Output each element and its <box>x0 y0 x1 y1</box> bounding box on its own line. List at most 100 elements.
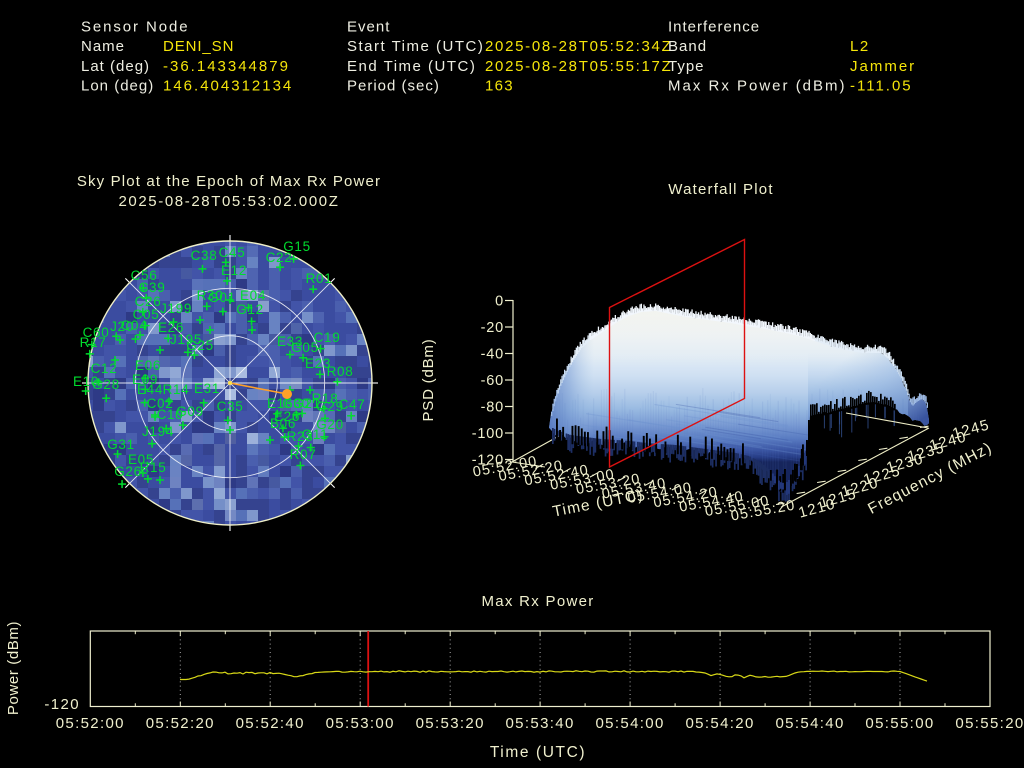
svg-text:G09: G09 <box>176 404 204 419</box>
svg-text:05:55:20: 05:55:20 <box>955 715 1024 732</box>
svg-text:Lat (deg): Lat (deg) <box>81 58 150 75</box>
svg-text:-120: -120 <box>472 453 504 469</box>
svg-text:05:52:20: 05:52:20 <box>146 715 215 732</box>
svg-text:-120: -120 <box>44 696 80 713</box>
svg-text:E26: E26 <box>274 409 300 424</box>
svg-text:Sensor Node: Sensor Node <box>81 19 189 36</box>
svg-text:E16: E16 <box>267 396 293 411</box>
svg-text:05:52:00: 05:52:00 <box>56 715 125 732</box>
svg-text:L2: L2 <box>850 38 870 55</box>
svg-text:163: 163 <box>485 78 514 95</box>
svg-text:05:55:00: 05:55:00 <box>865 715 934 732</box>
svg-text:J20: J20 <box>110 319 134 334</box>
svg-text:Lon (deg): Lon (deg) <box>81 78 154 95</box>
svg-text:Jammer: Jammer <box>850 58 916 75</box>
svg-text:R01: R01 <box>306 271 333 286</box>
svg-text:G12: G12 <box>236 302 264 317</box>
svg-text:Time (UTC): Time (UTC) <box>490 744 586 761</box>
svg-text:Band: Band <box>668 38 707 55</box>
svg-text:Waterfall Plot: Waterfall Plot <box>668 181 773 198</box>
svg-text:C05: C05 <box>133 307 160 322</box>
svg-text:Start Time (UTC): Start Time (UTC) <box>347 38 484 55</box>
svg-text:Power (dBm): Power (dBm) <box>5 621 22 715</box>
svg-text:-60: -60 <box>481 373 504 389</box>
svg-text:G30: G30 <box>282 396 310 411</box>
svg-text:2025-08-28T05:52:34Z: 2025-08-28T05:52:34Z <box>485 38 672 55</box>
svg-text:-80: -80 <box>481 400 504 416</box>
svg-text:E10: E10 <box>73 374 99 389</box>
svg-text:C10: C10 <box>157 407 184 422</box>
svg-text:G28: G28 <box>92 377 120 392</box>
svg-text:G26: G26 <box>114 464 142 479</box>
svg-text:0: 0 <box>495 294 504 310</box>
svg-text:-20: -20 <box>481 320 504 336</box>
svg-text:G20: G20 <box>316 417 344 432</box>
svg-text:E44: E44 <box>137 382 163 397</box>
svg-text:05:54:40: 05:54:40 <box>775 715 844 732</box>
svg-text:E26: E26 <box>158 320 184 335</box>
svg-text:R08: R08 <box>327 364 354 379</box>
svg-text:R07: R07 <box>290 447 317 462</box>
svg-text:-111.05: -111.05 <box>850 78 913 95</box>
svg-text:C38: C38 <box>191 248 218 263</box>
svg-text:Type: Type <box>668 58 705 75</box>
svg-text:PSD (dBm): PSD (dBm) <box>420 338 437 421</box>
svg-text:05:53:20: 05:53:20 <box>416 715 485 732</box>
svg-text:C45: C45 <box>219 245 246 260</box>
svg-text:E12: E12 <box>221 263 247 278</box>
svg-text:-100: -100 <box>472 426 504 442</box>
svg-text:E23: E23 <box>305 356 331 371</box>
svg-text:Name: Name <box>81 38 125 55</box>
svg-text:R17: R17 <box>80 335 107 350</box>
svg-text:05:53:00: 05:53:00 <box>326 715 395 732</box>
svg-text:C60: C60 <box>83 325 110 340</box>
svg-text:R15: R15 <box>140 460 167 475</box>
svg-text:J195: J195 <box>170 332 202 347</box>
svg-text:E04: E04 <box>240 288 266 303</box>
svg-text:E06: E06 <box>135 358 161 373</box>
svg-text:2025-08-28T05:55:17Z: 2025-08-28T05:55:17Z <box>485 58 672 75</box>
svg-text:Sky Plot at the Epoch of Max R: Sky Plot at the Epoch of Max Rx Power <box>77 173 381 190</box>
svg-text:R14: R14 <box>163 382 190 397</box>
svg-text:C02: C02 <box>147 396 174 411</box>
svg-text:C35: C35 <box>217 399 244 414</box>
svg-text:C39: C39 <box>139 280 166 295</box>
svg-text:End Time (UTC): End Time (UTC) <box>347 58 476 75</box>
svg-text:E05: E05 <box>128 452 154 467</box>
svg-text:E33: E33 <box>277 334 303 349</box>
svg-text:Max Rx Power (dBm): Max Rx Power (dBm) <box>668 78 847 95</box>
svg-text:DENI_SN: DENI_SN <box>163 38 234 55</box>
svg-text:G15: G15 <box>283 239 311 254</box>
svg-text:C12: C12 <box>91 361 118 376</box>
svg-text:G29: G29 <box>316 399 344 414</box>
svg-text:R30: R30 <box>197 288 224 303</box>
svg-text:C22: C22 <box>266 250 293 265</box>
svg-text:G25: G25 <box>186 338 214 353</box>
svg-text:Event: Event <box>347 19 390 36</box>
svg-text:G11: G11 <box>302 427 329 442</box>
svg-text:Max Rx Power: Max Rx Power <box>481 593 594 610</box>
svg-text:146.404312134: 146.404312134 <box>163 78 293 95</box>
svg-text:R23: R23 <box>287 429 314 444</box>
svg-text:05:54:00: 05:54:00 <box>595 715 664 732</box>
svg-text:Interference: Interference <box>668 19 760 36</box>
svg-text:C04: C04 <box>121 318 148 333</box>
svg-text:05:53:40: 05:53:40 <box>505 715 574 732</box>
svg-text:B06: B06 <box>270 416 296 431</box>
svg-text:G05: G05 <box>291 340 319 355</box>
svg-text:C19: C19 <box>314 330 341 345</box>
svg-text:-40: -40 <box>481 347 504 363</box>
svg-text:-36.143344879: -36.143344879 <box>163 58 290 75</box>
svg-text:C26: C26 <box>135 294 162 309</box>
svg-text:G01: G01 <box>208 290 236 305</box>
svg-text:G21: G21 <box>293 396 321 411</box>
svg-text:05:54:20: 05:54:20 <box>685 715 754 732</box>
svg-text:C47: C47 <box>339 397 366 412</box>
svg-text:J199: J199 <box>160 301 192 316</box>
svg-text:E31: E31 <box>194 381 220 396</box>
svg-text:J194: J194 <box>142 424 174 439</box>
svg-text:C56: C56 <box>131 268 158 283</box>
svg-text:2025-08-28T05:53:02.000Z: 2025-08-28T05:53:02.000Z <box>118 193 339 210</box>
svg-text:R18: R18 <box>312 391 339 406</box>
svg-text:05:52:40: 05:52:40 <box>236 715 305 732</box>
